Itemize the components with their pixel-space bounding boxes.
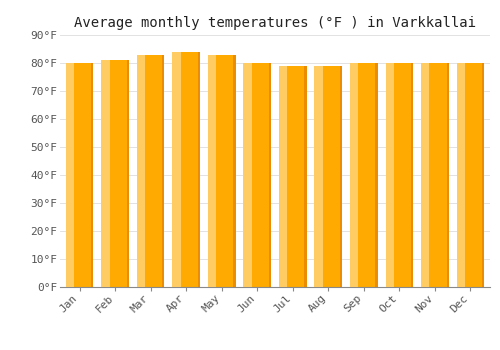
Bar [66,63,94,287]
Bar [234,55,235,287]
Bar [456,63,484,287]
Bar [66,63,74,287]
Bar [172,52,200,287]
Bar [137,55,164,287]
Bar [208,55,236,287]
Bar [244,63,271,287]
Bar [421,63,430,287]
Bar [279,66,287,287]
Bar [411,63,413,287]
Bar [376,63,378,287]
Bar [101,60,110,287]
Bar [456,63,465,287]
Bar [91,63,94,287]
Bar [482,63,484,287]
Bar [386,63,413,287]
Bar [208,55,216,287]
Title: Average monthly temperatures (°F ) in Varkkallai: Average monthly temperatures (°F ) in Va… [74,16,476,30]
Bar [304,66,306,287]
Bar [446,63,449,287]
Bar [350,63,358,287]
Bar [162,55,164,287]
Bar [244,63,252,287]
Bar [314,66,323,287]
Bar [340,66,342,287]
Bar [279,66,306,287]
Bar [172,52,180,287]
Bar [421,63,449,287]
Bar [386,63,394,287]
Bar [198,52,200,287]
Bar [269,63,271,287]
Bar [126,60,129,287]
Bar [101,60,129,287]
Bar [314,66,342,287]
Bar [350,63,378,287]
Bar [137,55,145,287]
